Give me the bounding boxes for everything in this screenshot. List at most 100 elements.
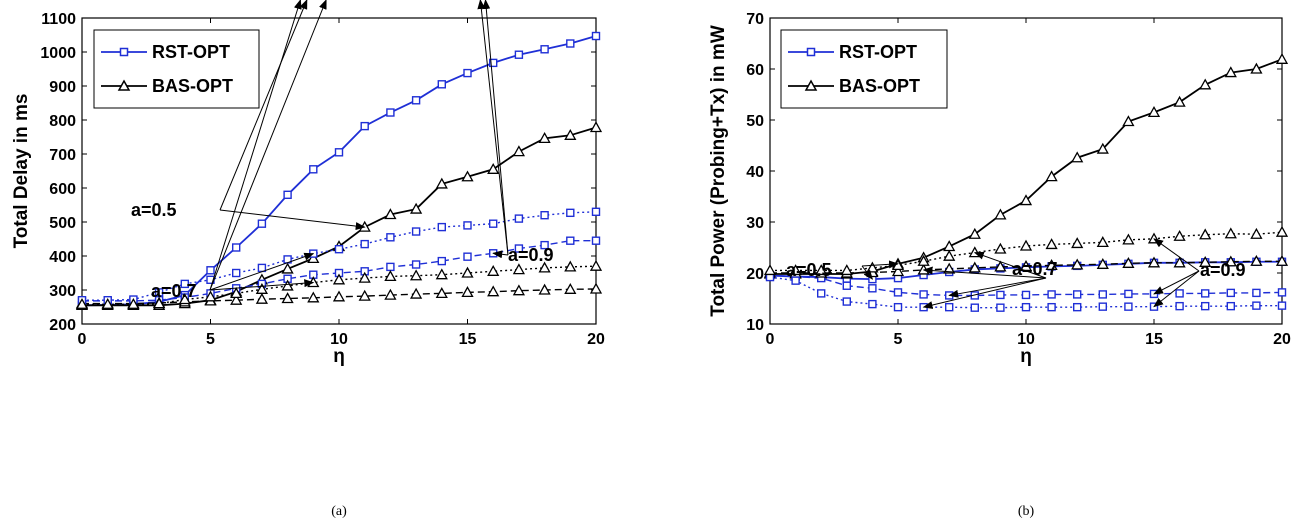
x-tick-label: 20 xyxy=(1273,331,1291,348)
data-point xyxy=(815,264,828,276)
data-point xyxy=(994,260,1007,272)
annotation-arrow xyxy=(861,265,874,280)
data-point xyxy=(763,264,777,276)
y-tick-label: 1000 xyxy=(40,45,76,62)
data-point xyxy=(868,284,877,293)
data-point xyxy=(538,283,551,295)
annotation-a09: a=0.9 xyxy=(1200,260,1246,280)
data-point xyxy=(891,265,905,277)
data-point xyxy=(283,190,292,200)
y-tick-label: 200 xyxy=(49,317,76,334)
annotation-arrow xyxy=(861,260,899,269)
annotation-a07: a=0.7 xyxy=(151,281,197,301)
data-point xyxy=(1275,52,1289,64)
annotation-arrow xyxy=(1153,270,1200,308)
data-point xyxy=(994,208,1007,220)
data-point xyxy=(1173,229,1186,241)
data-point xyxy=(893,288,903,297)
data-point xyxy=(1124,302,1133,311)
caption-a: (a) xyxy=(331,504,347,519)
data-point xyxy=(1019,194,1033,206)
x-tick-label: 0 xyxy=(78,331,87,348)
data-point xyxy=(487,264,500,276)
x-tick-label: 15 xyxy=(1145,331,1163,348)
data-point xyxy=(1275,225,1289,237)
data-point xyxy=(1045,238,1058,250)
data-point xyxy=(1173,95,1186,107)
data-point xyxy=(1226,301,1236,311)
data-point xyxy=(1122,256,1135,268)
data-point xyxy=(591,236,601,245)
data-point xyxy=(1072,290,1082,299)
data-point xyxy=(1224,255,1237,267)
annotation-arrow xyxy=(1153,238,1200,272)
annotation-arrow xyxy=(209,0,327,291)
data-point xyxy=(206,266,215,275)
annotation-arrow xyxy=(209,279,315,291)
data-point xyxy=(332,290,346,302)
chart-panel-delay: 0 5 10 15 20 200 300 400 500 600 700 800 900 1000 1100… xyxy=(11,0,605,519)
data-point xyxy=(1224,227,1237,239)
y-tick-label: 500 xyxy=(49,215,76,232)
y-tick-label: 600 xyxy=(49,181,76,198)
data-point xyxy=(180,279,190,289)
data-point xyxy=(514,50,524,59)
data-point xyxy=(461,266,474,278)
data-point xyxy=(566,208,575,218)
annotation-group xyxy=(209,0,509,291)
data-point xyxy=(1173,256,1186,268)
data-point xyxy=(1199,255,1212,267)
annotation-arrow xyxy=(219,0,308,211)
data-point xyxy=(435,287,448,299)
data-point xyxy=(564,260,577,272)
data-point xyxy=(512,284,526,296)
annotation-arrow xyxy=(482,0,509,256)
legend-marker-bas xyxy=(117,79,131,91)
data-point xyxy=(257,219,267,228)
data-point xyxy=(409,287,423,299)
data-point xyxy=(461,286,474,298)
x-tick-label: 15 xyxy=(459,331,477,348)
data-point xyxy=(101,297,114,309)
series-a0.9-dotted xyxy=(763,225,1289,276)
chart-panel-power: 0 5 10 15 20 10 20 30 40 50 60 70 η Total Power (Pr… xyxy=(708,11,1291,519)
data-point xyxy=(231,268,241,278)
data-point xyxy=(968,261,981,273)
y-axis-label: Total Power (Probing+Tx) in mW xyxy=(708,25,729,317)
data-point xyxy=(540,45,549,54)
data-point xyxy=(154,288,164,297)
annotation-arrow xyxy=(948,277,1047,298)
annotation-arrow xyxy=(973,251,1047,279)
data-point xyxy=(566,39,575,48)
y-tick-label: 300 xyxy=(49,283,76,300)
data-point xyxy=(868,299,877,309)
data-point xyxy=(437,222,446,232)
y-tick-label: 70 xyxy=(746,11,764,28)
data-point xyxy=(1199,78,1212,90)
legend-marker-rst xyxy=(806,47,816,57)
data-point xyxy=(307,291,320,303)
data-point xyxy=(970,303,979,312)
data-point xyxy=(1147,256,1161,268)
data-point xyxy=(386,108,395,117)
data-point xyxy=(1071,237,1084,249)
data-point xyxy=(463,221,472,230)
data-point xyxy=(540,210,549,220)
annotation-arrow xyxy=(1153,270,1200,295)
data-point xyxy=(943,249,956,261)
data-point xyxy=(893,302,903,312)
y-tick-label: 400 xyxy=(49,249,76,266)
data-point xyxy=(463,252,472,261)
y-tick-label: 20 xyxy=(746,266,764,283)
annotation-arrow xyxy=(477,0,509,256)
data-point xyxy=(538,132,551,144)
data-point xyxy=(409,202,423,214)
data-point xyxy=(1250,254,1263,266)
data-point xyxy=(463,68,472,78)
annotation-arrow xyxy=(209,252,315,291)
series-line xyxy=(82,265,597,305)
annotation-arrow xyxy=(219,209,366,231)
data-point xyxy=(1098,302,1108,311)
legend-marker-rst xyxy=(119,47,129,57)
y-tick-label: 700 xyxy=(49,147,76,164)
